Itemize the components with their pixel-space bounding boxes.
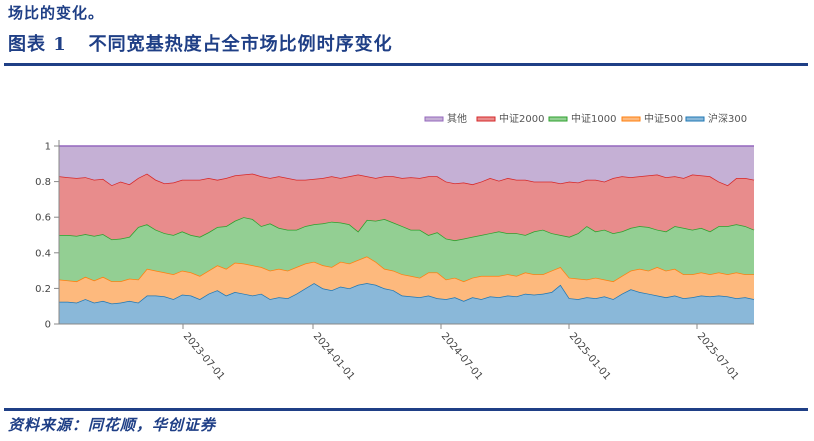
- y-tick-label: 1: [45, 142, 51, 153]
- legend-label-csi1000: 中证1000: [571, 112, 616, 125]
- y-tick-label: 0.2: [35, 284, 51, 295]
- source-divider: [4, 408, 808, 411]
- stacked-area-chart: 0 0.2 0.4 0.6 0.8 1 2023-07-01 2024-01-01 2024-0…: [0, 66, 814, 406]
- y-tick-label: 0.8: [35, 177, 51, 188]
- y-tick-label: 0: [45, 320, 51, 331]
- source-note: 资料来源：同花顺，华创证券: [8, 416, 217, 434]
- x-tick-label: 2024-07-01: [439, 331, 485, 383]
- legend-swatch-csi1000: [548, 116, 568, 122]
- y-tick-label: 0.6: [35, 213, 51, 224]
- legend-label-other: 其他: [447, 112, 467, 125]
- x-tick-label: 2025-01-01: [567, 331, 613, 383]
- chart-canvas: 0 0.2 0.4 0.6 0.8 1 2023-07-01 2024-01-01 2024-0…: [35, 112, 755, 383]
- legend-label-csi500: 中证500: [644, 112, 683, 125]
- chart-legend: 其他 中证2000 中证1000 中证500 沪深300: [424, 112, 747, 125]
- legend-swatch-csi500: [621, 116, 641, 122]
- line-csi500: [58, 255, 754, 283]
- area-csi1000: [59, 217, 754, 282]
- title-divider: [4, 63, 808, 66]
- legend-swatch-other: [424, 116, 444, 122]
- area-csi2000: [59, 173, 754, 241]
- x-tick-label: 2023-07-01: [181, 331, 227, 383]
- legend-swatch-hs300: [685, 116, 705, 122]
- chart-areas: [58, 145, 755, 324]
- intro-text: 场比的变化。: [8, 4, 105, 22]
- area-csi500: [59, 256, 754, 304]
- x-tick-label: 2024-01-01: [311, 331, 357, 383]
- legend-swatch-csi2000: [476, 116, 496, 122]
- x-tick-label: 2025-07-01: [695, 331, 741, 383]
- area-other: [59, 146, 754, 186]
- figure-title: 图表 1 不同宽基热度占全市场比例时序变化: [8, 34, 393, 55]
- line-csi2000: [58, 172, 755, 187]
- legend-label-csi2000: 中证2000: [499, 112, 544, 125]
- legend-label-hs300: 沪深300: [708, 112, 747, 125]
- y-tick-label: 0.4: [35, 248, 51, 259]
